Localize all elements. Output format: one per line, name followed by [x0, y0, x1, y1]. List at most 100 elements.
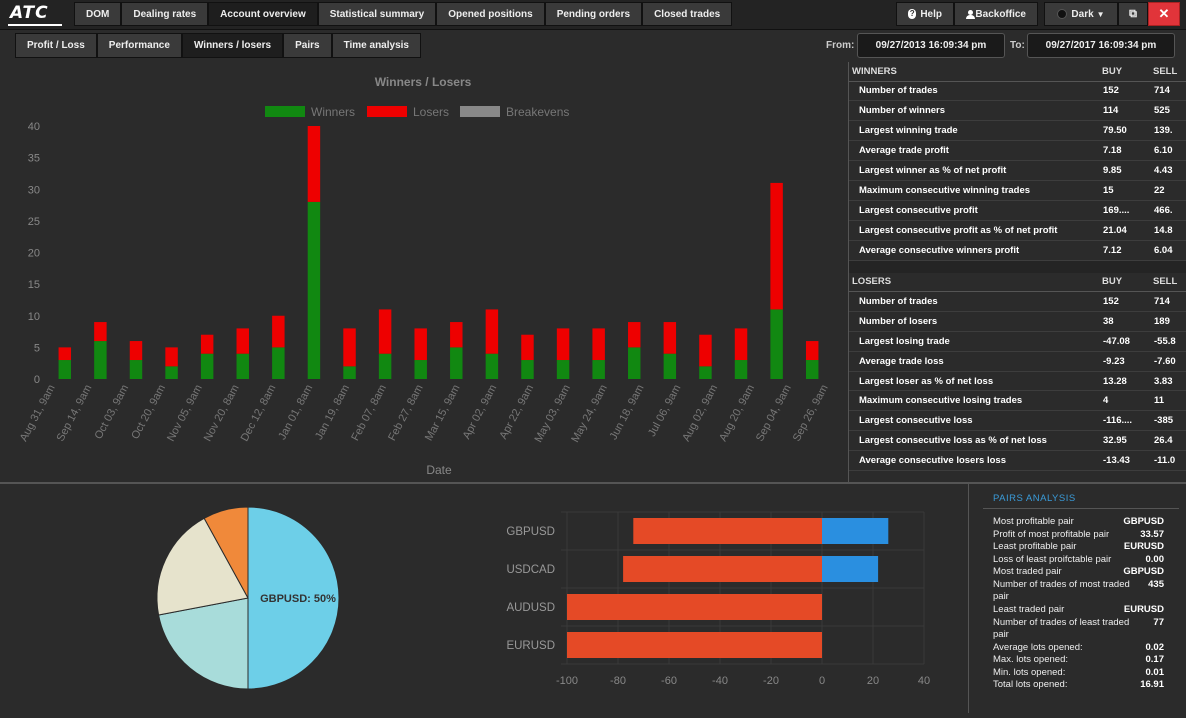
- losers-bar[interactable]: [343, 328, 356, 367]
- winners-bar[interactable]: [770, 309, 783, 379]
- logo-underline: [8, 24, 62, 26]
- losers-bar[interactable]: [378, 309, 392, 354]
- winners-bar[interactable]: [343, 366, 356, 379]
- category-label: GBPUSD: [506, 526, 555, 538]
- winners-buy: 152: [1099, 81, 1150, 102]
- close-button[interactable]: ✕: [1148, 2, 1180, 26]
- losers-bar[interactable]: [628, 322, 641, 348]
- losers-bar[interactable]: [699, 334, 712, 367]
- winners-bar[interactable]: [414, 360, 427, 379]
- losers-bar[interactable]: [805, 341, 819, 361]
- winners-bar[interactable]: [805, 360, 819, 379]
- losers-bar[interactable]: [521, 334, 534, 361]
- losers-bar[interactable]: [165, 347, 178, 367]
- theme-dropdown[interactable]: Dark ▼: [1044, 2, 1118, 26]
- x-tick-label: Oct 03, 9am: [93, 383, 132, 442]
- loss-bar[interactable]: [633, 518, 822, 544]
- legend-winners-label[interactable]: Winners: [311, 105, 355, 119]
- losers-row: Number of trades 152 714: [849, 291, 1186, 312]
- losers-sell: -7.60: [1150, 351, 1186, 372]
- legend-losers-label[interactable]: Losers: [413, 105, 449, 119]
- winners-bar[interactable]: [378, 353, 392, 379]
- losers-bar[interactable]: [58, 347, 72, 361]
- winners-bar[interactable]: [450, 347, 463, 379]
- pie-slice-usdcad[interactable]: [158, 597, 249, 690]
- winners-bar[interactable]: [272, 347, 285, 379]
- legend-breakevens-label[interactable]: Breakevens: [506, 105, 569, 119]
- winners-bar[interactable]: [129, 360, 143, 379]
- losers-bar[interactable]: [556, 328, 570, 361]
- loss-bar[interactable]: [567, 594, 822, 620]
- popout-button[interactable]: ⧉: [1118, 2, 1148, 26]
- winners-bar[interactable]: [94, 341, 107, 379]
- loss-bar[interactable]: [567, 632, 822, 658]
- table-separator: [849, 260, 1186, 273]
- losers-bar[interactable]: [485, 309, 499, 354]
- x-tick-label: -60: [661, 675, 677, 687]
- losers-bar[interactable]: [770, 182, 783, 310]
- profit-bar[interactable]: [822, 518, 889, 544]
- winners-bar[interactable]: [58, 360, 72, 379]
- profit-bar[interactable]: [822, 556, 879, 582]
- winners-bar[interactable]: [592, 360, 605, 379]
- winners-bar[interactable]: [734, 360, 748, 379]
- pairs-row-value: GBPUSD: [1123, 566, 1164, 578]
- pie-slice-eurusd[interactable]: [203, 506, 249, 599]
- losers-bar[interactable]: [272, 315, 285, 348]
- winners-sell: 14.8: [1150, 220, 1186, 241]
- nav-dom[interactable]: DOM: [74, 2, 122, 26]
- winners-bar[interactable]: [628, 347, 641, 379]
- losers-bar[interactable]: [450, 322, 463, 348]
- x-tick-label: May 24, 9am: [569, 383, 609, 445]
- tab-time-analysis[interactable]: Time analysis: [331, 33, 421, 58]
- pairs-row-label: Number of trades of least traded pair: [993, 616, 1130, 640]
- winners-bar[interactable]: [200, 353, 214, 379]
- winners-sell: 466.: [1150, 200, 1186, 221]
- losers-bar[interactable]: [94, 322, 107, 342]
- pie-slice-audusd[interactable]: [156, 517, 249, 616]
- backoffice-button[interactable]: Backoffice: [954, 2, 1038, 26]
- nav-account-overview[interactable]: Account overview: [208, 2, 318, 26]
- losers-sell: -385: [1150, 410, 1186, 432]
- sell-header: SELL: [1150, 62, 1186, 82]
- losers-bar[interactable]: [663, 322, 677, 354]
- x-tick-label: 0: [819, 675, 825, 687]
- loss-bar[interactable]: [623, 556, 822, 582]
- horizontal-splitter[interactable]: [0, 482, 1186, 484]
- sell-header: SELL: [1150, 272, 1186, 293]
- tab-pairs[interactable]: Pairs: [283, 33, 332, 58]
- losers-bar[interactable]: [307, 126, 321, 202]
- atc-logo: ATC: [10, 3, 49, 23]
- winners-bar[interactable]: [236, 353, 249, 379]
- nav-dealing-rates[interactable]: Dealing rates: [121, 2, 209, 26]
- tab-profit-loss[interactable]: Profit / Loss: [15, 33, 97, 58]
- losers-bar[interactable]: [592, 328, 605, 361]
- losers-bar[interactable]: [129, 341, 143, 361]
- losers-bar[interactable]: [414, 328, 427, 361]
- losers-bar[interactable]: [236, 328, 249, 354]
- help-button[interactable]: ? Help: [896, 2, 954, 26]
- tab-winners-losers[interactable]: Winners / losers: [181, 33, 284, 58]
- to-date-field[interactable]: 09/27/2017 16:09:34 pm: [1027, 33, 1175, 58]
- x-tick-label: Sep 26, 9am: [791, 383, 831, 444]
- pie-slice-gbpusd[interactable]: [247, 506, 340, 690]
- nav-statistical-summary[interactable]: Statistical summary: [317, 2, 437, 26]
- nav-closed-trades[interactable]: Closed trades: [642, 2, 733, 26]
- nav-pending-orders[interactable]: Pending orders: [544, 2, 643, 26]
- pairs-row-value: 33.57: [1140, 528, 1164, 540]
- losers-sell: 3.83: [1150, 371, 1186, 392]
- winners-bar[interactable]: [485, 353, 499, 379]
- losers-bar[interactable]: [200, 334, 214, 354]
- winners-bar[interactable]: [521, 360, 534, 379]
- winners-bar[interactable]: [556, 360, 570, 379]
- losers-bar[interactable]: [734, 328, 748, 361]
- winners-bar[interactable]: [165, 366, 178, 379]
- tab-performance[interactable]: Performance: [96, 33, 182, 58]
- from-date-field[interactable]: 09/27/2013 16:09:34 pm: [857, 33, 1005, 58]
- losers-label: Largest loser as % of net loss: [849, 371, 1099, 392]
- winners-bar[interactable]: [307, 201, 321, 379]
- nav-opened-positions[interactable]: Opened positions: [436, 2, 545, 26]
- buy-header: BUY: [1099, 272, 1150, 293]
- winners-bar[interactable]: [663, 353, 677, 379]
- winners-bar[interactable]: [699, 366, 712, 379]
